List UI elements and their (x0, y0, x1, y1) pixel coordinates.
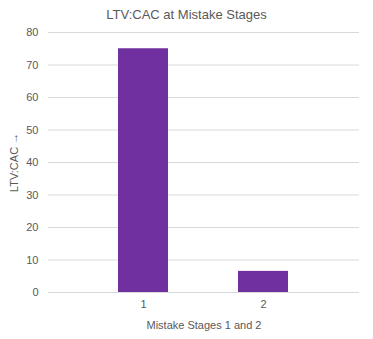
svg-text:LTV:CAC →: LTV:CAC → (8, 133, 20, 192)
svg-text:40: 40 (26, 156, 38, 168)
svg-text:0: 0 (32, 286, 38, 298)
svg-text:1: 1 (140, 298, 146, 310)
svg-text:70: 70 (26, 59, 38, 71)
svg-text:2: 2 (260, 298, 266, 310)
svg-text:50: 50 (26, 124, 38, 136)
svg-text:60: 60 (26, 91, 38, 103)
svg-text:80: 80 (26, 26, 38, 38)
html-text:LTV:CAC at Mistake Stages: LTV:CAC at Mistake Stages (106, 7, 267, 22)
svg-text:20: 20 (26, 221, 38, 233)
svg-text:30: 30 (26, 189, 38, 201)
svg-text:Mistake Stages 1 and 2: Mistake Stages 1 and 2 (147, 319, 262, 331)
svg-text:10: 10 (26, 254, 38, 266)
